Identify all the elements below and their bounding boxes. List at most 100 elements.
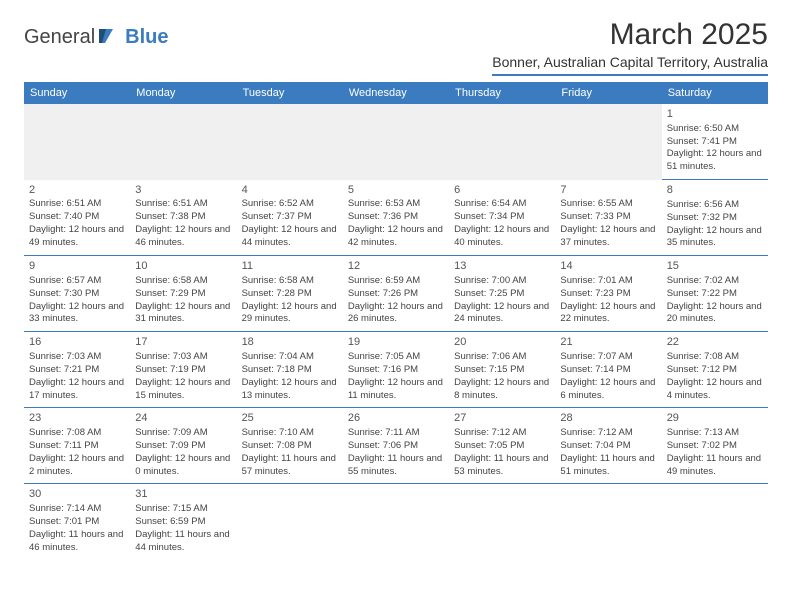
calendar-cell: 24Sunrise: 7:09 AMSunset: 7:09 PMDayligh… [130, 408, 236, 484]
day-number: 25 [242, 411, 338, 426]
sunset-line: Sunset: 7:37 PM [242, 211, 338, 224]
calendar-row: 30Sunrise: 7:14 AMSunset: 7:01 PMDayligh… [24, 484, 768, 560]
sunset-line: Sunset: 7:04 PM [560, 440, 656, 453]
sunrise-line: Sunrise: 7:11 AM [348, 427, 444, 440]
calendar-cell [237, 484, 343, 560]
day-number: 21 [560, 335, 656, 350]
sunset-line: Sunset: 7:05 PM [454, 440, 550, 453]
daylight-line: Daylight: 12 hours and 22 minutes. [560, 301, 656, 327]
calendar-cell: 22Sunrise: 7:08 AMSunset: 7:12 PMDayligh… [662, 332, 768, 408]
day-number: 10 [135, 259, 231, 274]
day-header: Thursday [449, 82, 555, 104]
sunset-line: Sunset: 7:16 PM [348, 364, 444, 377]
day-number: 13 [454, 259, 550, 274]
calendar-cell: 3Sunrise: 6:51 AMSunset: 7:38 PMDaylight… [130, 180, 236, 256]
day-number: 29 [667, 411, 763, 426]
daylight-line: Daylight: 11 hours and 57 minutes. [242, 453, 338, 479]
calendar-cell: 16Sunrise: 7:03 AMSunset: 7:21 PMDayligh… [24, 332, 130, 408]
daylight-line: Daylight: 11 hours and 46 minutes. [29, 529, 125, 555]
calendar-cell: 17Sunrise: 7:03 AMSunset: 7:19 PMDayligh… [130, 332, 236, 408]
sunrise-line: Sunrise: 6:56 AM [667, 199, 763, 212]
sunrise-line: Sunrise: 6:54 AM [454, 198, 550, 211]
day-number: 16 [29, 335, 125, 350]
logo-text-2: Blue [125, 26, 168, 49]
day-header: Sunday [24, 82, 130, 104]
sunset-line: Sunset: 7:06 PM [348, 440, 444, 453]
day-number: 1 [667, 107, 763, 122]
daylight-line: Daylight: 12 hours and 0 minutes. [135, 453, 231, 479]
sunrise-line: Sunrise: 7:14 AM [29, 503, 125, 516]
calendar-cell: 29Sunrise: 7:13 AMSunset: 7:02 PMDayligh… [662, 408, 768, 484]
sunset-line: Sunset: 7:40 PM [29, 211, 125, 224]
sunset-line: Sunset: 7:21 PM [29, 364, 125, 377]
calendar-cell: 23Sunrise: 7:08 AMSunset: 7:11 PMDayligh… [24, 408, 130, 484]
daylight-line: Daylight: 12 hours and 11 minutes. [348, 377, 444, 403]
sunset-line: Sunset: 7:18 PM [242, 364, 338, 377]
daylight-line: Daylight: 12 hours and 31 minutes. [135, 301, 231, 327]
sunrise-line: Sunrise: 7:08 AM [667, 351, 763, 364]
day-number: 4 [242, 183, 338, 198]
sunset-line: Sunset: 7:19 PM [135, 364, 231, 377]
sunset-line: Sunset: 7:01 PM [29, 516, 125, 529]
day-number: 23 [29, 411, 125, 426]
day-header: Tuesday [237, 82, 343, 104]
day-header: Wednesday [343, 82, 449, 104]
day-number: 19 [348, 335, 444, 350]
sunrise-line: Sunrise: 6:51 AM [135, 198, 231, 211]
calendar-cell: 31Sunrise: 7:15 AMSunset: 6:59 PMDayligh… [130, 484, 236, 560]
calendar-cell: 18Sunrise: 7:04 AMSunset: 7:18 PMDayligh… [237, 332, 343, 408]
sunrise-line: Sunrise: 7:06 AM [454, 351, 550, 364]
daylight-line: Daylight: 11 hours and 55 minutes. [348, 453, 444, 479]
calendar-cell [555, 484, 661, 560]
calendar-cell: 19Sunrise: 7:05 AMSunset: 7:16 PMDayligh… [343, 332, 449, 408]
day-number: 30 [29, 487, 125, 502]
sunrise-line: Sunrise: 6:57 AM [29, 275, 125, 288]
sunset-line: Sunset: 7:14 PM [560, 364, 656, 377]
calendar-cell [237, 104, 343, 180]
calendar-row: 9Sunrise: 6:57 AMSunset: 7:30 PMDaylight… [24, 256, 768, 332]
calendar-cell: 13Sunrise: 7:00 AMSunset: 7:25 PMDayligh… [449, 256, 555, 332]
sunrise-line: Sunrise: 6:55 AM [560, 198, 656, 211]
daylight-line: Daylight: 12 hours and 6 minutes. [560, 377, 656, 403]
sunset-line: Sunset: 7:32 PM [667, 212, 763, 225]
daylight-line: Daylight: 12 hours and 33 minutes. [29, 301, 125, 327]
daylight-line: Daylight: 12 hours and 8 minutes. [454, 377, 550, 403]
calendar-row: 2Sunrise: 6:51 AMSunset: 7:40 PMDaylight… [24, 180, 768, 256]
sunrise-line: Sunrise: 6:58 AM [242, 275, 338, 288]
calendar-cell: 1Sunrise: 6:50 AMSunset: 7:41 PMDaylight… [662, 104, 768, 180]
sunset-line: Sunset: 7:33 PM [560, 211, 656, 224]
daylight-line: Daylight: 12 hours and 24 minutes. [454, 301, 550, 327]
sunrise-line: Sunrise: 7:05 AM [348, 351, 444, 364]
sunset-line: Sunset: 7:15 PM [454, 364, 550, 377]
calendar-cell [24, 104, 130, 180]
header: General Blue March 2025 Bonner, Australi… [24, 18, 768, 76]
sunrise-line: Sunrise: 7:03 AM [29, 351, 125, 364]
day-number: 6 [454, 183, 550, 198]
day-number: 7 [560, 183, 656, 198]
daylight-line: Daylight: 12 hours and 40 minutes. [454, 224, 550, 250]
day-header: Friday [555, 82, 661, 104]
daylight-line: Daylight: 12 hours and 49 minutes. [29, 224, 125, 250]
day-number: 28 [560, 411, 656, 426]
sunrise-line: Sunrise: 7:07 AM [560, 351, 656, 364]
daylight-line: Daylight: 12 hours and 17 minutes. [29, 377, 125, 403]
calendar-cell: 28Sunrise: 7:12 AMSunset: 7:04 PMDayligh… [555, 408, 661, 484]
calendar-cell: 6Sunrise: 6:54 AMSunset: 7:34 PMDaylight… [449, 180, 555, 256]
sunset-line: Sunset: 7:23 PM [560, 288, 656, 301]
day-number: 20 [454, 335, 550, 350]
daylight-line: Daylight: 12 hours and 44 minutes. [242, 224, 338, 250]
daylight-line: Daylight: 12 hours and 29 minutes. [242, 301, 338, 327]
calendar-cell: 26Sunrise: 7:11 AMSunset: 7:06 PMDayligh… [343, 408, 449, 484]
sunset-line: Sunset: 7:22 PM [667, 288, 763, 301]
sunset-line: Sunset: 7:36 PM [348, 211, 444, 224]
calendar-cell: 20Sunrise: 7:06 AMSunset: 7:15 PMDayligh… [449, 332, 555, 408]
calendar-cell: 5Sunrise: 6:53 AMSunset: 7:36 PMDaylight… [343, 180, 449, 256]
day-header: Monday [130, 82, 236, 104]
day-number: 27 [454, 411, 550, 426]
calendar-cell [662, 484, 768, 560]
title-block: March 2025 Bonner, Australian Capital Te… [492, 18, 768, 76]
sunset-line: Sunset: 7:12 PM [667, 364, 763, 377]
sunrise-line: Sunrise: 6:58 AM [135, 275, 231, 288]
daylight-line: Daylight: 12 hours and 37 minutes. [560, 224, 656, 250]
sunrise-line: Sunrise: 7:03 AM [135, 351, 231, 364]
